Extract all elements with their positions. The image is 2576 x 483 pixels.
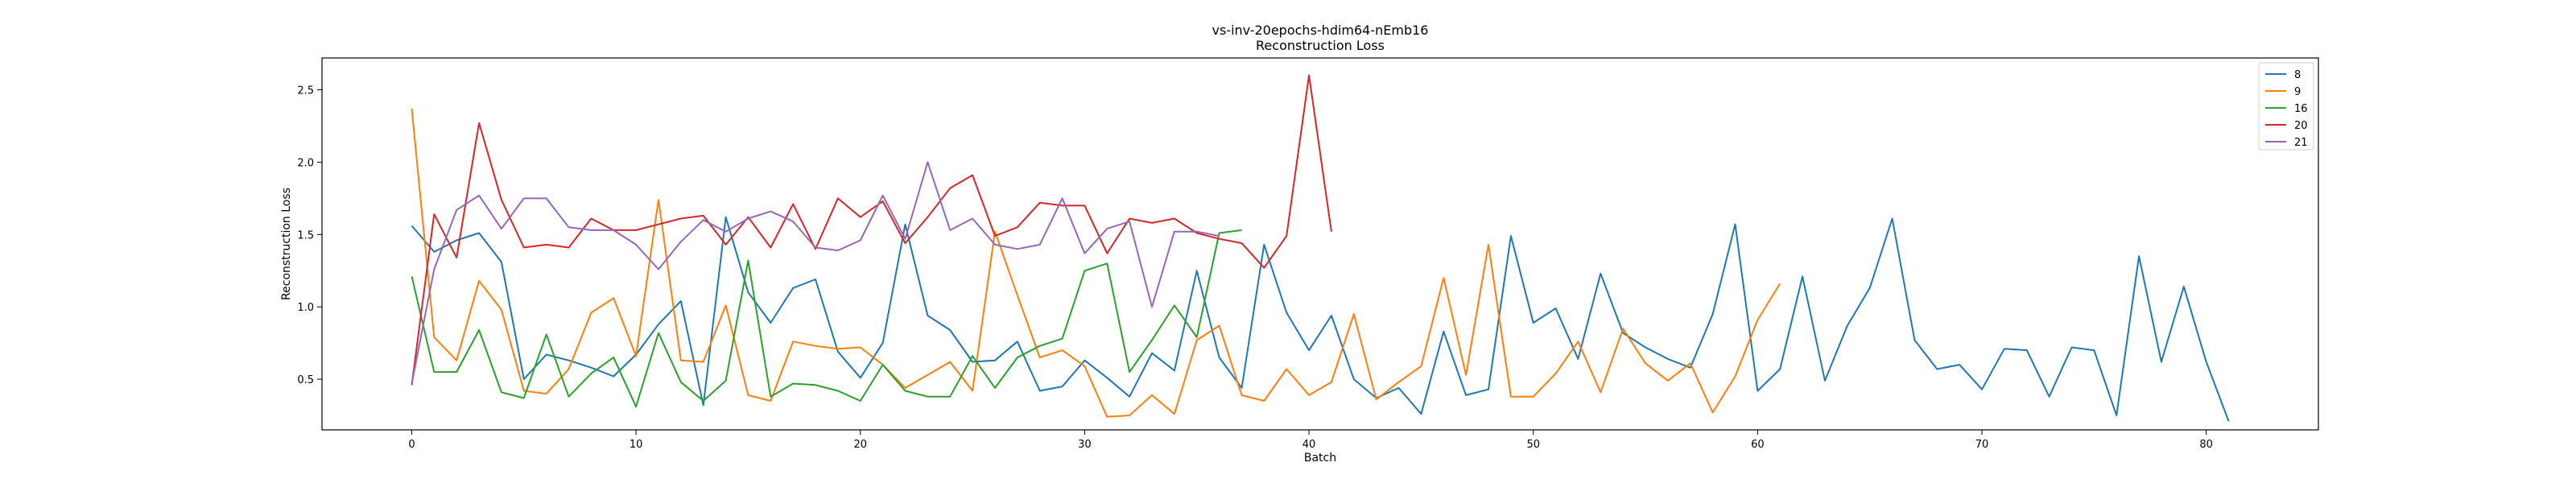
x-tick-label: 60: [1751, 439, 1765, 451]
y-tick-label: 1.5: [297, 229, 314, 242]
chart-title: vs-inv-20epochs-hdim64-nEmb16: [1212, 23, 1429, 38]
y-tick-label: 2.0: [297, 157, 314, 169]
legend-entry-21: 21: [2294, 137, 2308, 149]
series-line-9: [411, 108, 1781, 418]
x-tick-label: 40: [1302, 439, 1316, 451]
x-tick-label: 30: [1078, 439, 1092, 451]
x-tick-label: 70: [1975, 439, 1989, 451]
legend-entry-9: 9: [2294, 86, 2301, 98]
chart-subtitle: Reconstruction Loss: [1256, 38, 1385, 53]
series-layer: [411, 74, 2230, 422]
x-tick-label: 0: [408, 439, 415, 451]
x-tick-label: 10: [630, 439, 643, 451]
x-tick-label: 80: [2199, 439, 2213, 451]
x-axis-ticks: 0 10 20 30 40 50 60 70 80: [408, 430, 2213, 451]
series-line-8: [411, 216, 2230, 422]
y-tick-label: 1.0: [297, 302, 314, 314]
y-axis-label: Reconstruction Loss: [280, 188, 293, 300]
plot-frame: [321, 57, 2319, 431]
legend-entry-16: 16: [2294, 103, 2308, 115]
legend-entry-8: 8: [2294, 69, 2301, 81]
y-tick-label: 2.5: [297, 85, 314, 97]
x-tick-label: 50: [1526, 439, 1540, 451]
series-line-20: [411, 74, 1332, 386]
series-line-16: [411, 229, 1242, 408]
y-axis-ticks: 0.5 1.0 1.5 2.0 2.5: [297, 85, 322, 386]
legend-entry-20: 20: [2294, 120, 2308, 132]
series-line-21: [411, 161, 1220, 384]
y-tick-label: 0.5: [297, 374, 314, 386]
legend-box: [2258, 62, 2314, 151]
legend: 8 9 16 20 21: [2258, 62, 2314, 151]
x-axis-label: Batch: [1304, 452, 1336, 464]
x-tick-label: 20: [853, 439, 867, 451]
